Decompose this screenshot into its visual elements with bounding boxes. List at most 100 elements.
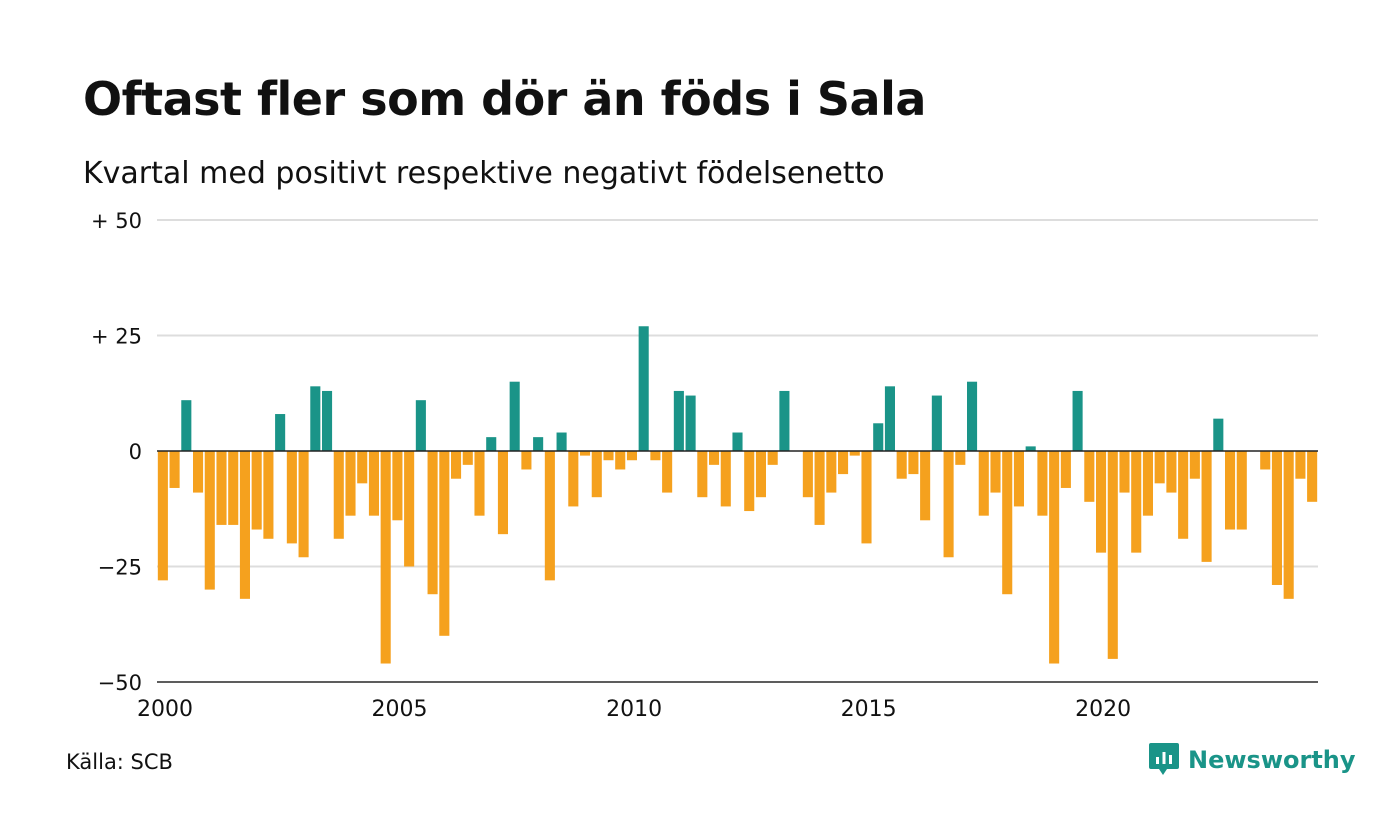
bar [204,451,215,590]
y-tick-label: + 50 [91,209,142,233]
bar [1037,451,1048,516]
bar [673,390,684,451]
bar [1260,451,1271,470]
chart-title: Oftast fler som dör än föds i Sala [83,72,926,126]
bar [1013,451,1024,507]
bar [509,381,520,451]
source-note: Källa: SCB [66,750,173,774]
bar [345,451,356,516]
bar [228,451,239,525]
bar [169,451,180,488]
bar [638,326,649,451]
x-tick-label: 2015 [841,697,897,722]
y-tick-label: −25 [98,556,142,580]
bar [404,451,415,567]
bar [685,395,696,451]
bar [1178,451,1189,539]
brand-name: Newsworthy [1188,746,1356,774]
bar [943,451,954,558]
bar [826,451,837,493]
bar [896,451,907,479]
bar [380,451,391,664]
y-tick-label: −50 [98,671,142,695]
bar [1189,451,1200,479]
bar [978,451,989,516]
bar [533,437,544,451]
x-tick-label: 2020 [1075,697,1131,722]
bar [591,451,602,498]
bar [275,414,286,451]
bar [626,451,637,461]
bar [251,451,262,530]
bar [439,451,450,636]
bar [1271,451,1282,585]
bar [709,451,720,465]
bar [1154,451,1165,484]
bar [462,451,473,465]
bar [1295,451,1306,479]
bar [662,451,673,493]
bar [1201,451,1212,562]
bar [451,451,462,479]
bar [1002,451,1013,595]
bar [1107,451,1118,659]
bar [1283,451,1294,599]
newsworthy-logo-icon [1149,743,1179,775]
bar [920,451,931,521]
bar [955,451,966,465]
bars [157,326,1318,664]
bar [1225,451,1236,530]
bar [1096,451,1107,553]
bar [1049,451,1060,664]
bar [521,451,532,470]
bar [193,451,204,493]
bar [333,451,344,539]
chart-subtitle: Kvartal med positivt respektive negativt… [83,156,885,191]
bar [814,451,825,525]
y-tick-label: + 25 [91,325,142,349]
bar [427,451,438,595]
bar [486,437,497,451]
bar [216,451,227,525]
bar [1131,451,1142,553]
bar [298,451,309,558]
y-tick-label: 0 [129,440,142,464]
bar [603,451,614,461]
bar [884,386,895,451]
bar [650,451,661,461]
bar [1236,451,1247,530]
bar [861,451,872,544]
bar [779,390,790,451]
bar [744,451,755,512]
bar [990,451,1001,493]
bar [1072,390,1083,451]
x-tick-label: 2000 [137,697,193,722]
bar [1213,418,1224,451]
bar [1307,451,1318,502]
bar [908,451,919,475]
bar [357,451,368,484]
bar [580,451,591,456]
bar [286,451,297,544]
bar [697,451,708,498]
bar [392,451,403,521]
bar [474,451,485,516]
bar [322,390,333,451]
bar [181,400,192,451]
bar [931,395,942,451]
bar [310,386,321,451]
bar [1142,451,1153,516]
bar [1119,451,1130,493]
brand-logo[interactable]: Newsworthy [1148,742,1356,778]
bar [802,451,813,498]
bar [556,432,567,451]
bar [1060,451,1071,488]
bar [157,451,168,581]
bar [755,451,766,498]
bar [239,451,250,599]
bar [838,451,849,475]
bar [967,381,978,451]
bar [720,451,731,507]
